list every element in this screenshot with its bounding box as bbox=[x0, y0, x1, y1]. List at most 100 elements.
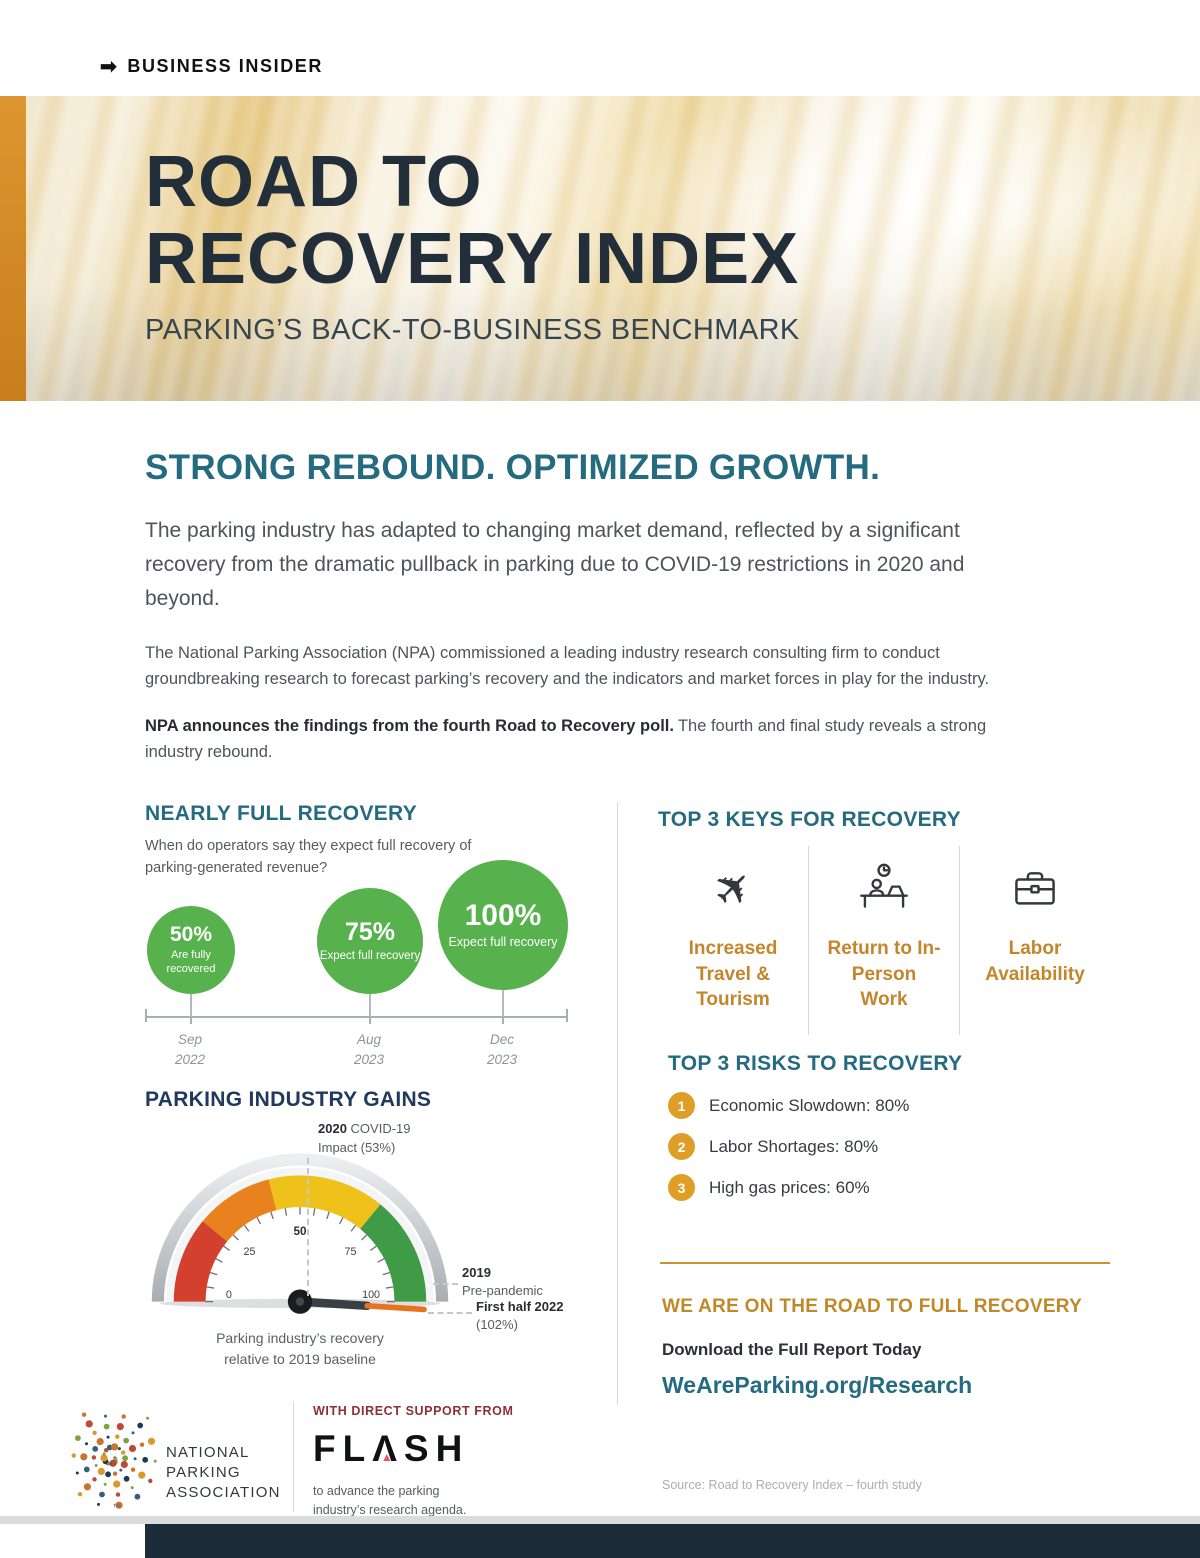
risk-text: Economic Slowdown: 80% bbox=[709, 1095, 910, 1115]
intro-section: STRONG REBOUND. OPTIMIZED GROWTH. The pa… bbox=[145, 448, 1013, 766]
risk-item: 2 Labor Shortages: 80% bbox=[668, 1133, 909, 1160]
gauge-caption: Parking industry’s recovery relative to … bbox=[216, 1330, 384, 1367]
cta-heading: WE ARE ON THE ROAD TO FULL RECOVERY bbox=[662, 1296, 1083, 1317]
cta-download-text: Download the Full Report Today bbox=[662, 1340, 922, 1359]
milestone-label: Expect full recovery bbox=[319, 950, 421, 963]
trademark-symbol: ™ bbox=[112, 1502, 121, 1512]
masthead-brand: BUSINESS INSIDER bbox=[127, 56, 323, 76]
in-person-work-icon bbox=[860, 864, 908, 909]
risks-list: 1 Economic Slowdown: 80% 2 Labor Shortag… bbox=[668, 1092, 909, 1201]
gauge-segment-orange bbox=[202, 1179, 278, 1242]
announcement-bold: NPA announces the findings from the four… bbox=[145, 716, 674, 735]
risk-number-badge: 1 bbox=[668, 1092, 695, 1119]
business-insider-logo: ➡ BUSINESS INSIDER bbox=[100, 56, 323, 77]
source-note: Source: Road to Recovery Index – fourth … bbox=[662, 1478, 922, 1492]
bubble-stem bbox=[502, 990, 504, 1016]
key-item-labor: Labor Availability bbox=[959, 846, 1110, 1035]
gauge-annotation-dashed-line bbox=[307, 1158, 309, 1296]
page-title-line-2: RECOVERY INDEX bbox=[145, 219, 800, 300]
risk-number-badge: 3 bbox=[668, 1174, 695, 1201]
intro-heading: STRONG REBOUND. OPTIMIZED GROWTH. bbox=[145, 448, 881, 487]
risk-text: Labor Shortages: 80% bbox=[709, 1136, 879, 1156]
key-item-in-person-work: Return to In-Person Work bbox=[808, 846, 959, 1035]
intro-lead-paragraph: The parking industry has adapted to chan… bbox=[145, 519, 965, 611]
recovery-gauge-chart: 0 25 50 75 100 bbox=[151, 1153, 449, 1314]
timeline-axis bbox=[145, 1016, 567, 1018]
keys-row: ✈ Increased Travel & Tourism Return to I… bbox=[658, 846, 1110, 1035]
bubble-stem bbox=[190, 994, 192, 1016]
right-arrow-icon: ➡ bbox=[100, 55, 119, 78]
milestone-bubble-75: 75% Expect full recovery bbox=[317, 888, 423, 994]
milestone-value: 50% bbox=[169, 923, 213, 947]
risk-item: 3 High gas prices: 60% bbox=[668, 1174, 909, 1201]
gold-divider bbox=[660, 1262, 1110, 1264]
flash-arrow-letter: Λ ▲ bbox=[372, 1428, 404, 1469]
cta-research-link[interactable]: WeAreParking.org/Research bbox=[662, 1372, 973, 1398]
gauge-tick-label-0: 0 bbox=[226, 1289, 232, 1301]
hero-banner: ROAD TO RECOVERY INDEX PARKING’S BACK-TO… bbox=[0, 96, 1200, 401]
timeline-tick bbox=[369, 1016, 371, 1024]
npa-logo-text: NATIONAL PARKING ASSOCIATION bbox=[166, 1443, 281, 1502]
milestone-value: 100% bbox=[464, 899, 542, 933]
gauge-ticks bbox=[205, 1207, 395, 1303]
bottom-navy-bar bbox=[145, 1524, 1200, 1558]
intro-announcement: NPA announces the findings from the four… bbox=[145, 713, 1013, 766]
parking-industry-gains-heading: PARKING INDUSTRY GAINS bbox=[145, 1088, 432, 1111]
timeline-date: Aug 2023 bbox=[353, 1032, 385, 1067]
key-label: Return to In-Person Work bbox=[827, 938, 941, 1011]
gauge-tick-label-100: 100 bbox=[362, 1289, 380, 1301]
airplane-icon: ✈ bbox=[700, 855, 766, 921]
recovery-timeline-chart: 50% Are fully recovered 75% Expect full … bbox=[145, 858, 570, 1083]
bubble-stem bbox=[369, 994, 371, 1016]
key-label: Increased Travel & Tourism bbox=[688, 938, 778, 1011]
briefcase-icon bbox=[1015, 871, 1055, 905]
gauge-annotation-2019: 2019 Pre-pandemic bbox=[462, 1265, 543, 1299]
gauge-segment-green bbox=[359, 1204, 427, 1303]
gauge-outer-ring bbox=[151, 1153, 449, 1302]
timeline-tick bbox=[502, 1016, 504, 1024]
flash-logo-text: F L Λ ▲ S H bbox=[313, 1428, 470, 1469]
timeline-date: Sep 2022 bbox=[174, 1032, 206, 1067]
page-title-line-1: ROAD TO bbox=[145, 142, 483, 222]
gauge-tick-label-25: 25 bbox=[244, 1246, 256, 1258]
npa-logo-dots bbox=[71, 1412, 157, 1509]
bottom-gray-strip bbox=[0, 1516, 1200, 1524]
gauge-annotation-dashed-line bbox=[428, 1312, 472, 1314]
recovery-question: When do operators say they expect full r… bbox=[145, 838, 472, 876]
column-divider bbox=[617, 802, 618, 1405]
sponsor-tagline: to advance the parking industry’s resear… bbox=[313, 1484, 467, 1517]
milestone-bubble-100: 100% Expect full recovery bbox=[438, 860, 568, 990]
gauge-segment-red bbox=[173, 1221, 228, 1303]
gauge-tick-label-75: 75 bbox=[345, 1246, 357, 1258]
footer-divider bbox=[293, 1402, 294, 1512]
gauge-needle-tip bbox=[364, 1303, 427, 1313]
timeline-date: Dec 2023 bbox=[486, 1032, 518, 1067]
support-label: WITH DIRECT SUPPORT FROM bbox=[313, 1404, 514, 1418]
hero-accent-bar bbox=[0, 96, 26, 401]
announcement-rest: The fourth and final study reveals a str… bbox=[145, 716, 987, 762]
top-3-keys-heading: TOP 3 KEYS FOR RECOVERY bbox=[658, 808, 961, 831]
milestone-label: Expect full recovery bbox=[448, 935, 558, 950]
sponsor-block: WITH DIRECT SUPPORT FROM F L Λ ▲ S H to advan… bbox=[313, 1404, 514, 1520]
risk-item: 1 Economic Slowdown: 80% bbox=[668, 1092, 909, 1119]
page-subtitle: PARKING’S BACK-TO-BUSINESS BENCHMARK bbox=[145, 314, 800, 347]
gauge-annotation-first-half-2022: First half 2022 (102%) bbox=[476, 1299, 564, 1333]
milestone-value: 75% bbox=[344, 917, 396, 946]
gauge-annotation-dashed-line bbox=[433, 1283, 458, 1285]
gauge-tick-label-50: 50 bbox=[294, 1225, 307, 1238]
intro-body-paragraph: The National Parking Association (NPA) c… bbox=[145, 644, 990, 689]
key-item-travel: ✈ Increased Travel & Tourism bbox=[658, 846, 808, 1035]
gauge-annotation-covid: 2020 COVID-19 Impact (53%) bbox=[318, 1121, 411, 1155]
timeline-end-tick bbox=[566, 1009, 568, 1022]
flash-pink-arrow-icon: ▲ bbox=[380, 1449, 393, 1464]
nearly-full-recovery-heading: NEARLY FULL RECOVERY bbox=[145, 802, 418, 825]
top-3-risks-heading: TOP 3 RISKS TO RECOVERY bbox=[668, 1052, 963, 1075]
risk-number-badge: 2 bbox=[668, 1133, 695, 1160]
npa-logo: NATIONAL PARKING ASSOCIATION ™ bbox=[66, 1406, 282, 1514]
milestone-label: Are fully recovered bbox=[166, 949, 216, 976]
timeline-end-tick bbox=[145, 1009, 147, 1022]
timeline-tick bbox=[190, 1016, 192, 1024]
key-label: Labor Availability bbox=[985, 938, 1085, 985]
hero-motion-blur bbox=[0, 96, 1200, 401]
